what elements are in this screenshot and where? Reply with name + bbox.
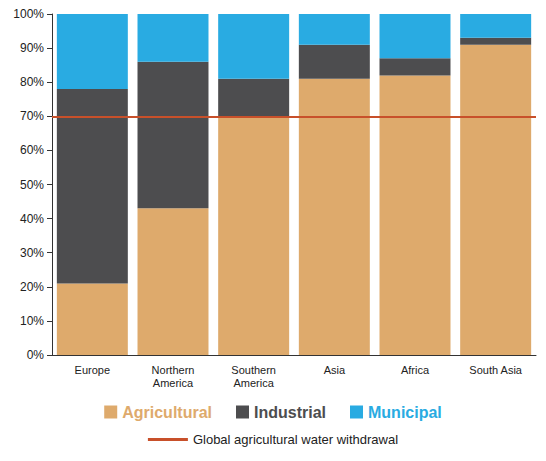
svg-text:100%: 100% bbox=[13, 7, 44, 21]
svg-text:50%: 50% bbox=[20, 178, 44, 192]
svg-text:20%: 20% bbox=[20, 280, 44, 294]
svg-text:Industrial: Industrial bbox=[254, 404, 326, 421]
svg-text:30%: 30% bbox=[20, 246, 44, 260]
svg-text:Municipal: Municipal bbox=[368, 404, 442, 421]
svg-text:Global agricultural water with: Global agricultural water withdrawal bbox=[193, 432, 398, 447]
svg-text:0%: 0% bbox=[27, 348, 45, 362]
svg-text:South Asia: South Asia bbox=[469, 364, 522, 376]
svg-text:Agricultural: Agricultural bbox=[122, 404, 212, 421]
svg-text:80%: 80% bbox=[20, 75, 44, 89]
svg-text:America: America bbox=[153, 377, 194, 389]
svg-text:60%: 60% bbox=[20, 143, 44, 157]
svg-text:America: America bbox=[233, 377, 274, 389]
svg-text:90%: 90% bbox=[20, 41, 44, 55]
svg-text:10%: 10% bbox=[20, 314, 44, 328]
svg-text:70%: 70% bbox=[20, 109, 44, 123]
svg-text:Northern: Northern bbox=[152, 364, 195, 376]
svg-text:Europe: Europe bbox=[75, 364, 110, 376]
svg-text:Southern: Southern bbox=[231, 364, 276, 376]
svg-text:Africa: Africa bbox=[401, 364, 430, 376]
svg-text:Asia: Asia bbox=[324, 364, 346, 376]
svg-text:40%: 40% bbox=[20, 212, 44, 226]
